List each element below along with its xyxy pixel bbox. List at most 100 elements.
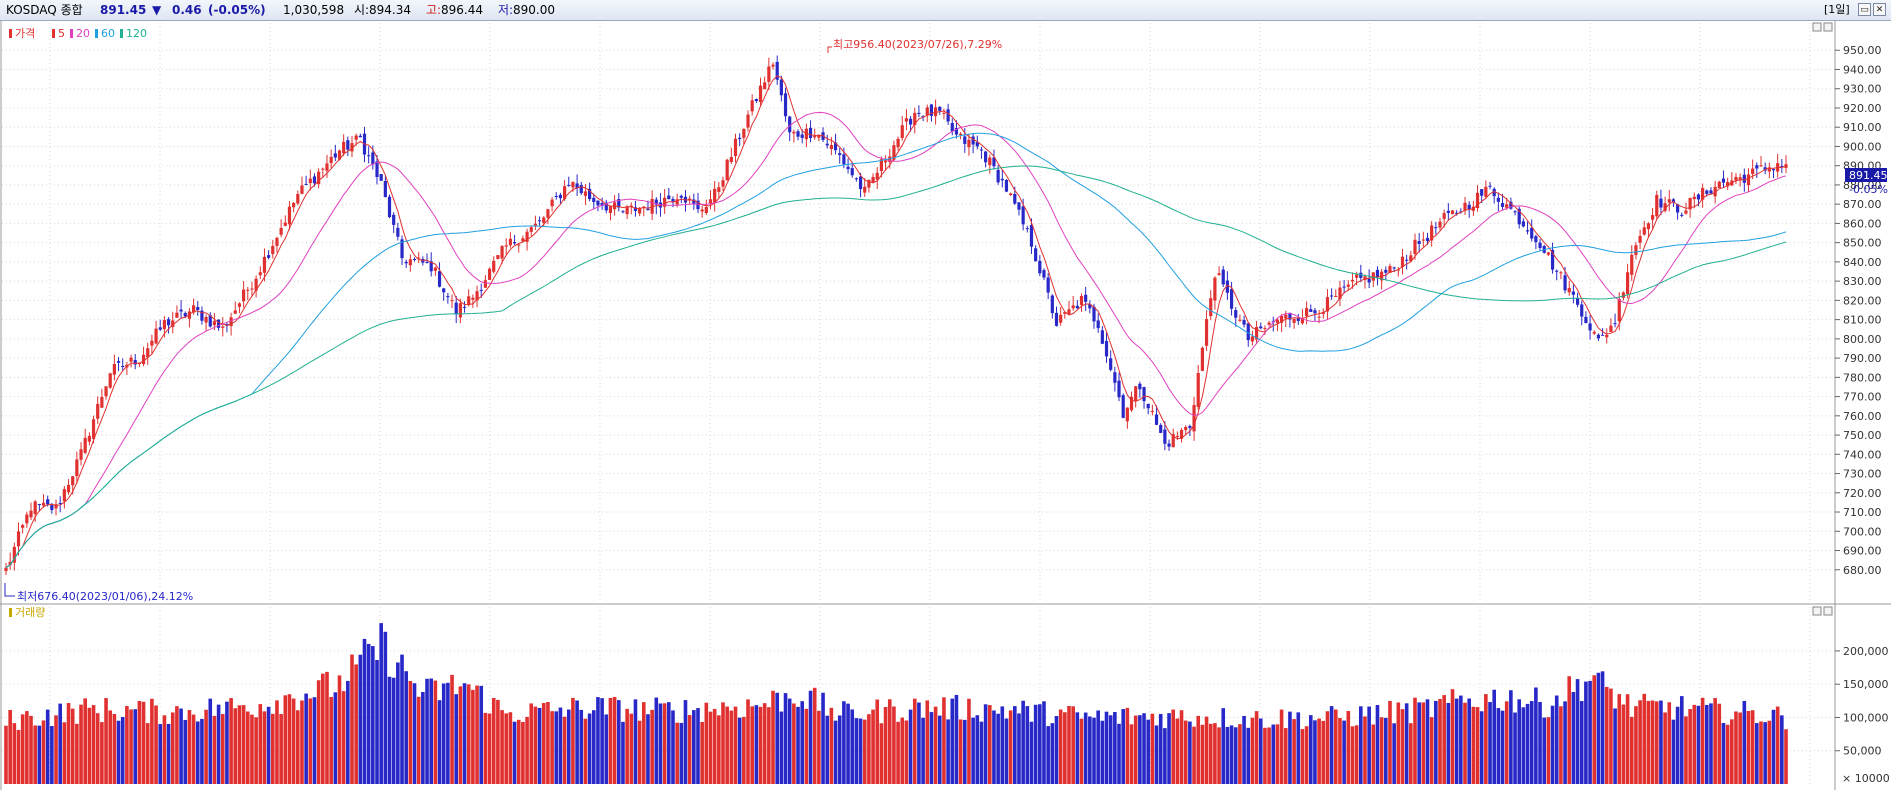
candle-body	[1655, 194, 1659, 217]
last-price-label: 891.45	[1849, 169, 1888, 182]
price-tick-label: 750.00	[1843, 429, 1882, 442]
candle-body	[1625, 272, 1630, 295]
close-button[interactable]: ✕	[1873, 3, 1886, 16]
candle-body	[1192, 404, 1196, 432]
volume-bar	[350, 654, 354, 784]
volume-bar	[717, 715, 721, 784]
volume-panel-minimize-icon[interactable]	[1812, 606, 1822, 616]
candle-body	[304, 183, 308, 185]
volume-bar	[225, 701, 229, 784]
volume-bar	[1438, 699, 1442, 784]
candle-body	[475, 291, 479, 301]
period-selector[interactable]: [1일]	[1824, 3, 1850, 16]
candle-body	[575, 183, 579, 189]
volume-bar	[458, 686, 463, 784]
volume-bar	[1217, 727, 1221, 784]
volume-bar	[1763, 722, 1767, 784]
candle-body	[1292, 318, 1296, 323]
volume-bar	[125, 706, 129, 784]
volume-bar	[433, 680, 438, 784]
candle-body	[1500, 203, 1505, 207]
volume-panel-close-icon[interactable]	[1823, 606, 1833, 616]
volume-bar	[287, 694, 292, 784]
price-tick-label: 820.00	[1843, 294, 1882, 307]
panel-close-icon[interactable]	[1823, 22, 1833, 32]
volume-tick-label: 200,000	[1843, 645, 1889, 658]
candle-body	[71, 476, 75, 486]
candle-body	[767, 66, 771, 82]
last-price-marker	[1845, 168, 1887, 182]
volume-bar	[1780, 715, 1784, 784]
volume-bar	[550, 711, 554, 784]
volume-bar	[1354, 725, 1359, 784]
volume-bar	[191, 714, 196, 784]
volume-bar	[1679, 696, 1684, 784]
candle-body	[283, 222, 287, 226]
volume-bar	[1550, 705, 1555, 784]
volume-bar	[1025, 706, 1030, 784]
volume-bar	[1759, 721, 1763, 784]
volume-bar	[612, 696, 617, 784]
candle-body	[54, 504, 58, 509]
volume-bar	[604, 714, 609, 784]
volume-bar	[862, 719, 867, 784]
candle-body	[1000, 178, 1004, 181]
candle-body	[1617, 299, 1621, 322]
candle-body	[1088, 304, 1092, 309]
candle-body	[904, 118, 909, 122]
volume-bar	[204, 709, 208, 784]
volume-bar	[858, 718, 863, 784]
volume-bar	[1738, 712, 1742, 784]
stock-chart[interactable]: 680.00 690.00 700.00 710.00 720.00 730.00 740.…	[0, 21, 1891, 790]
candle-body	[1071, 305, 1075, 309]
candle-body	[858, 176, 863, 190]
moving-averages	[5, 75, 1787, 569]
candle-body	[1709, 190, 1713, 194]
candle-body	[663, 197, 667, 207]
volume-bar	[1484, 694, 1488, 784]
legend-ma5: 5	[58, 27, 65, 40]
volume-bar	[1263, 727, 1267, 784]
volume-bar	[792, 703, 796, 784]
volume-bar	[641, 702, 646, 784]
ma60-legend-marker	[95, 29, 98, 38]
volume-bar	[321, 673, 325, 784]
volume-bar	[8, 709, 12, 784]
candle-body	[212, 321, 217, 326]
volume-bar	[1275, 724, 1280, 784]
candle-body	[342, 141, 346, 154]
price-change-pct: (-0.05%)	[208, 3, 266, 17]
low-annotation-text: 최저676.40(2023/01/06),24.12%	[17, 590, 193, 603]
panel-minimize-icon[interactable]	[1812, 22, 1822, 32]
volume-bar	[875, 699, 880, 784]
price-tick-label: 920.00	[1843, 102, 1882, 115]
restore-button[interactable]: ▭	[1858, 3, 1871, 16]
volume-bar	[1696, 705, 1701, 784]
candle-body	[825, 143, 829, 146]
candle-body	[1305, 308, 1309, 317]
ma20-legend-marker	[70, 29, 73, 38]
volume-bar	[195, 721, 200, 784]
candle-body	[1084, 294, 1088, 302]
candle-body	[1346, 284, 1350, 287]
volume-bar	[504, 713, 509, 784]
volume-bar	[1621, 704, 1626, 784]
candle-body	[279, 227, 283, 235]
candle-body	[971, 136, 975, 145]
candle-body	[25, 514, 29, 524]
volume-bar	[487, 713, 492, 784]
volume-bar	[842, 701, 846, 784]
candle-body	[796, 131, 800, 137]
candle-body	[258, 272, 262, 276]
candle-body	[988, 157, 992, 166]
candle-body	[1480, 189, 1484, 196]
volume-bar	[587, 713, 592, 784]
volume-bar	[1338, 718, 1342, 784]
volume-bar	[1367, 706, 1371, 784]
volume-bar	[362, 638, 367, 784]
volume-bar	[62, 722, 67, 784]
candle-body	[1325, 297, 1330, 312]
volume-bar	[1571, 692, 1576, 784]
candle-body	[938, 106, 942, 111]
candle-body	[571, 181, 575, 188]
